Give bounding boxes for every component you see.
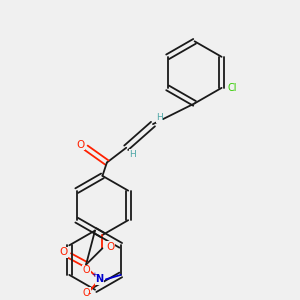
Text: N: N bbox=[95, 274, 104, 284]
Text: O: O bbox=[59, 247, 67, 257]
Text: Cl: Cl bbox=[227, 83, 237, 93]
Text: O: O bbox=[76, 140, 84, 150]
Text: O: O bbox=[106, 242, 115, 252]
Text: +: + bbox=[92, 272, 98, 278]
Text: O: O bbox=[83, 266, 90, 275]
Text: O: O bbox=[83, 288, 90, 298]
Text: H: H bbox=[129, 150, 136, 159]
Text: H: H bbox=[156, 113, 163, 122]
Text: -: - bbox=[88, 288, 91, 298]
